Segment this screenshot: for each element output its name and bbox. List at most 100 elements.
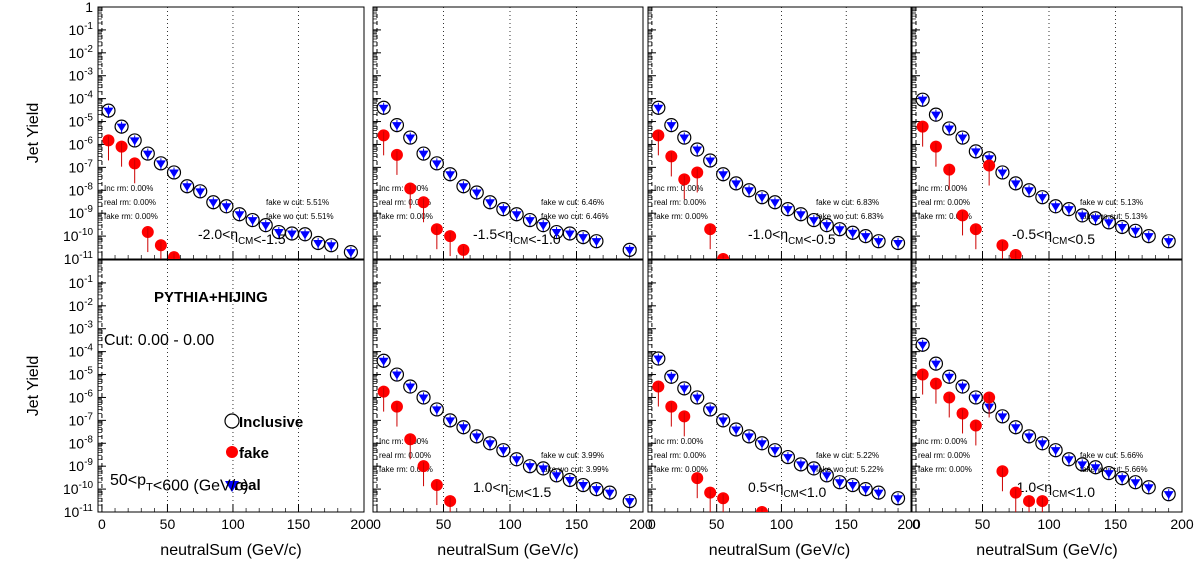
inclusive-point — [858, 228, 873, 244]
stat-fake-w-cut: fake w cut: 6.83% — [816, 198, 879, 207]
x-tick-label: 200 — [897, 516, 921, 532]
inclusive-point — [114, 119, 129, 134]
inclusive-point — [793, 457, 808, 472]
x-tick-label: 100 — [770, 516, 794, 532]
panel-markers — [376, 353, 637, 512]
inclusive-point — [754, 436, 770, 451]
stat-real-rm: real rm: 0.00% — [654, 451, 706, 460]
y-tick-label: 10-10 — [63, 227, 93, 244]
panel-1-0: PYTHIA+HIJING Cut: 0.00 - 0.00 Inclusive fa… — [97, 259, 365, 513]
y-axis-label-top: Jet Yield — [25, 103, 42, 163]
stat-real-rm: real rm: 0.00% — [654, 198, 706, 207]
eta-range-label: -1.0<ηCM<-0.5 — [748, 226, 836, 247]
panel-markers — [651, 100, 906, 259]
inclusive-point — [622, 242, 637, 257]
inclusive-point — [754, 190, 770, 205]
inclusive-point — [297, 227, 313, 242]
legend-inclusive-marker — [224, 413, 240, 429]
inclusive-point — [741, 183, 757, 198]
inclusive-point — [664, 369, 679, 384]
stat-inc-rm: Inc rm: 0.00% — [918, 184, 967, 193]
inclusive-point — [819, 468, 834, 483]
x-tick-label: 150 — [1104, 516, 1128, 532]
y-tick-label: 10-4 — [69, 343, 94, 360]
inclusive-point — [140, 146, 155, 161]
eta-range-label: 1.0<ηCM<1.5 — [473, 479, 552, 500]
stat-real-rm: real rm: 0.00% — [379, 198, 431, 207]
inclusive-point — [389, 367, 405, 382]
inclusive-point — [509, 452, 524, 467]
inclusive-point — [955, 379, 970, 394]
inclusive-point — [716, 413, 731, 428]
inclusive-point — [193, 184, 208, 199]
inclusive-point — [1075, 208, 1090, 223]
inclusive-point — [955, 130, 970, 145]
stat-fake-rm: fake rm: 0.00% — [379, 212, 433, 221]
stat-inc-rm: Inc rm: 0.00% — [654, 184, 703, 193]
x-tick-label: 100 — [221, 516, 245, 532]
inclusive-point — [403, 379, 418, 394]
inclusive-point — [1128, 223, 1143, 238]
inclusive-point — [871, 234, 886, 249]
x-tick-label: 200 — [350, 516, 374, 532]
stat-fake-rm: fake rm: 0.00% — [379, 465, 433, 474]
y-tick-label: 10-1 — [69, 274, 94, 291]
inclusive-point — [429, 402, 444, 417]
inclusive-point — [576, 230, 591, 245]
inclusive-point — [1035, 190, 1050, 205]
inclusive-point — [1048, 443, 1063, 458]
inclusive-point — [690, 142, 705, 157]
stat-fake-wo-cut: fake wo cut: 5.13% — [1080, 212, 1148, 221]
x-tick-label: 50 — [975, 516, 991, 532]
panel-frame — [97, 6, 365, 260]
inclusive-point — [832, 222, 847, 237]
inclusive-point — [780, 202, 796, 217]
y-tick-label: 10-10 — [63, 480, 93, 497]
inclusive-point — [915, 92, 930, 107]
inclusive-point — [651, 351, 666, 366]
inclusive-point — [549, 468, 564, 483]
inclusive-point — [677, 130, 692, 145]
inclusive-point — [496, 443, 511, 458]
x-tick-label: 50 — [709, 516, 725, 532]
inclusive-point — [562, 472, 577, 488]
panel-frame — [647, 6, 912, 260]
inclusive-point — [522, 459, 538, 474]
inclusive-point — [219, 199, 234, 214]
y-tick-label: 10-1 — [69, 21, 94, 38]
stat-fake-rm: fake rm: 0.00% — [104, 212, 158, 221]
inclusive-point — [429, 156, 444, 171]
inclusive-point — [1141, 480, 1156, 495]
stat-fake-wo-cut: fake wo cut: 6.83% — [816, 212, 884, 221]
inclusive-point — [1088, 460, 1103, 475]
inclusive-point — [728, 176, 744, 191]
inclusive-point — [780, 449, 796, 465]
y-tick-label: 10-7 — [69, 158, 94, 175]
inclusive-point — [1088, 211, 1103, 226]
inclusive-point — [1161, 487, 1176, 502]
inclusive-point — [1035, 436, 1050, 451]
x-axis-label: neutralSum (GeV/c) — [709, 542, 850, 559]
inclusive-point — [1141, 228, 1156, 244]
inclusive-point — [890, 235, 906, 251]
y-tick-label: 10-2 — [69, 297, 94, 314]
x-tick-label: 150 — [835, 516, 859, 532]
stat-fake-rm: fake rm: 0.00% — [654, 465, 708, 474]
inclusive-point — [915, 337, 930, 352]
inclusive-point — [664, 117, 679, 133]
inclusive-point — [522, 212, 538, 228]
inclusive-point — [806, 461, 821, 476]
legend-title: PYTHIA+HIJING — [154, 289, 268, 306]
inclusive-point — [845, 225, 860, 240]
y-tick-label: 10-6 — [69, 388, 94, 405]
inclusive-point — [942, 121, 957, 136]
inclusive-point — [716, 167, 731, 182]
panel-0-2: Inc rm: 0.00% real rm: 0.00% fake rm: 0.00… — [647, 6, 912, 260]
inclusive-point — [443, 167, 458, 182]
panel-frame — [647, 259, 912, 513]
stat-fake-w-cut: fake w cut: 5.51% — [266, 198, 329, 207]
y-tick-label: 10-11 — [64, 503, 94, 520]
inclusive-point — [536, 218, 551, 233]
y-tick-label: 10-9 — [69, 204, 94, 221]
inclusive-point — [416, 146, 431, 161]
